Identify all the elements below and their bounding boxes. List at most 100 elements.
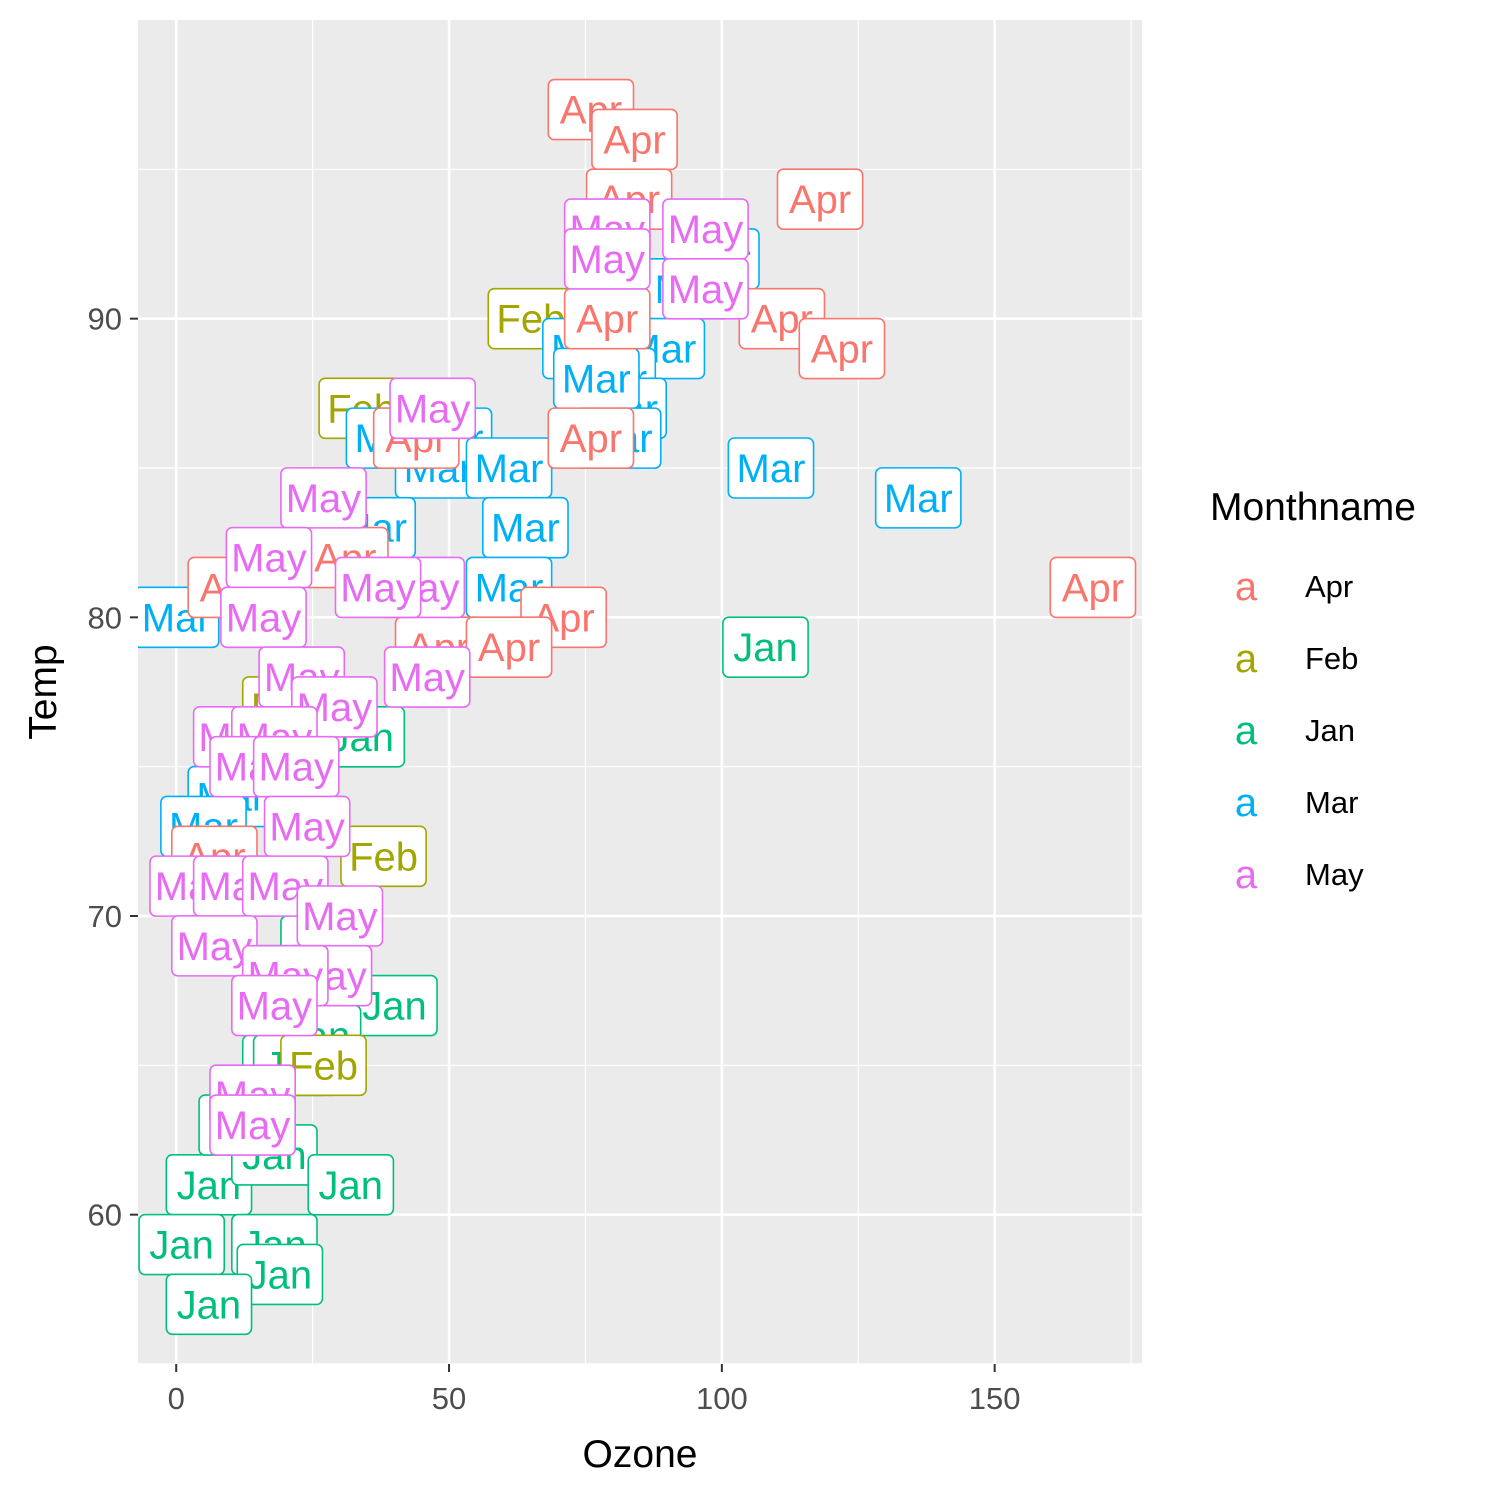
data-label-text: May <box>302 895 378 939</box>
data-label-text: May <box>569 238 645 282</box>
legend-item-apr: Apr <box>1305 569 1353 604</box>
data-label-may: May <box>662 198 749 260</box>
data-label-may: May <box>263 795 351 858</box>
data-label-box <box>334 556 422 619</box>
data-label-text: Jan <box>177 1164 242 1208</box>
data-label-text: May <box>215 1104 291 1148</box>
data-label-apr: Apr <box>591 108 678 171</box>
data-label-text: Jan <box>319 1164 384 1208</box>
data-label-mar: Mar <box>552 347 640 410</box>
data-label-text: Feb <box>289 1044 358 1088</box>
data-label-text: Mar <box>737 447 806 491</box>
data-label-mar: Mar <box>465 437 553 499</box>
data-label-may: May <box>209 1094 296 1156</box>
data-label-jan: Jan <box>165 1273 253 1336</box>
data-label-feb: Feb <box>340 825 427 888</box>
legend-title: Monthname <box>1210 486 1416 529</box>
data-label-may: May <box>231 974 318 1037</box>
legend-item-jan: Jan <box>1305 713 1355 748</box>
legend-key-glyph: a <box>1235 709 1258 753</box>
data-label-text: Mar <box>491 507 560 551</box>
data-label-text: Apr <box>1062 566 1124 610</box>
data-label-text: Apr <box>478 626 540 670</box>
data-label-box <box>280 467 367 529</box>
data-label-box <box>1049 556 1137 619</box>
data-label-feb: Feb <box>280 1034 367 1097</box>
data-label-text: Jan <box>177 1283 242 1327</box>
data-label-text: Mar <box>884 477 953 521</box>
data-label-box <box>727 437 815 499</box>
y-tick-label: 80 <box>88 600 122 635</box>
data-label-may: May <box>252 735 340 798</box>
data-label-text: Apr <box>603 118 665 162</box>
y-axis-title: Temp <box>22 644 65 739</box>
data-label-apr: Apr <box>547 407 635 469</box>
data-label-box <box>547 407 635 469</box>
data-label-box <box>307 1154 395 1216</box>
data-label-mar: Mar <box>874 467 962 529</box>
data-label-jan: Jan <box>307 1154 395 1216</box>
data-label-box <box>209 1094 296 1156</box>
data-label-box <box>798 317 886 380</box>
data-label-may: May <box>225 526 313 589</box>
data-label-text: Apr <box>811 328 873 372</box>
data-label-text: Mar <box>562 357 631 401</box>
x-tick-label: 50 <box>432 1381 466 1416</box>
data-label-text: May <box>269 805 345 849</box>
data-label-box <box>563 228 651 290</box>
y-tick-label: 60 <box>88 1198 122 1233</box>
data-label-may: May <box>296 885 384 947</box>
data-label-jan: Jan <box>236 1243 324 1306</box>
data-label-text: Jan <box>733 626 798 670</box>
data-label-apr: Apr <box>798 317 886 380</box>
legend-key-glyph: a <box>1235 637 1258 681</box>
data-label-jan: Jan <box>722 616 809 679</box>
data-label-text: May <box>389 656 465 700</box>
data-label-box <box>165 1273 253 1336</box>
data-label-text: May <box>340 566 416 610</box>
data-label-text: May <box>395 387 471 431</box>
data-label-box <box>874 467 962 529</box>
y-tick-label: 90 <box>88 302 122 337</box>
data-label-text: Jan <box>362 985 427 1029</box>
data-label-mar: Mar <box>482 496 569 559</box>
x-tick-label: 150 <box>969 1381 1021 1416</box>
data-label-text: May <box>286 477 362 521</box>
data-label-box <box>231 974 318 1037</box>
data-label-may: May <box>280 467 367 529</box>
x-axis-title: Ozone <box>583 1433 698 1476</box>
data-label-apr: Apr <box>465 616 553 679</box>
data-label-text: May <box>177 925 253 969</box>
legend: Monthname a Apr a Feb a Jan a Mar a May <box>1210 486 1416 897</box>
legend-key-glyph: a <box>1235 565 1258 609</box>
data-label-text: Jan <box>149 1224 214 1268</box>
data-label-apr: Apr <box>563 287 651 350</box>
data-labels: JanJanJanJanJanJanJanJanJanJanJanJanJanJ… <box>138 78 1137 1336</box>
data-label-text: Apr <box>576 298 638 342</box>
data-label-box <box>776 168 864 230</box>
data-label-may: May <box>389 377 477 440</box>
data-label-text: Apr <box>560 417 622 461</box>
data-label-text: May <box>258 746 334 790</box>
data-label-text: Apr <box>789 178 851 222</box>
data-label-text: Mar <box>475 447 544 491</box>
data-label-text: Jan <box>248 1253 313 1297</box>
data-label-may: May <box>662 257 749 320</box>
data-label-text: Feb <box>349 835 418 879</box>
x-tick-label: 0 <box>168 1381 185 1416</box>
data-label-apr: Apr <box>1049 556 1137 619</box>
axes: 0 50 100 150 60 70 80 90 <box>88 302 1021 1416</box>
data-label-apr: Apr <box>776 168 864 230</box>
data-label-mar: Mar <box>727 437 815 499</box>
data-label-box <box>389 377 477 440</box>
data-label-may: May <box>383 646 471 708</box>
data-label-text: May <box>237 985 313 1029</box>
data-label-box <box>383 646 471 708</box>
legend-item-mar: Mar <box>1305 785 1358 820</box>
legend-item-feb: Feb <box>1305 641 1358 676</box>
data-label-text: May <box>668 208 744 252</box>
data-label-text: May <box>226 596 302 640</box>
x-tick-label: 100 <box>696 1381 748 1416</box>
data-label-may: May <box>220 586 307 649</box>
